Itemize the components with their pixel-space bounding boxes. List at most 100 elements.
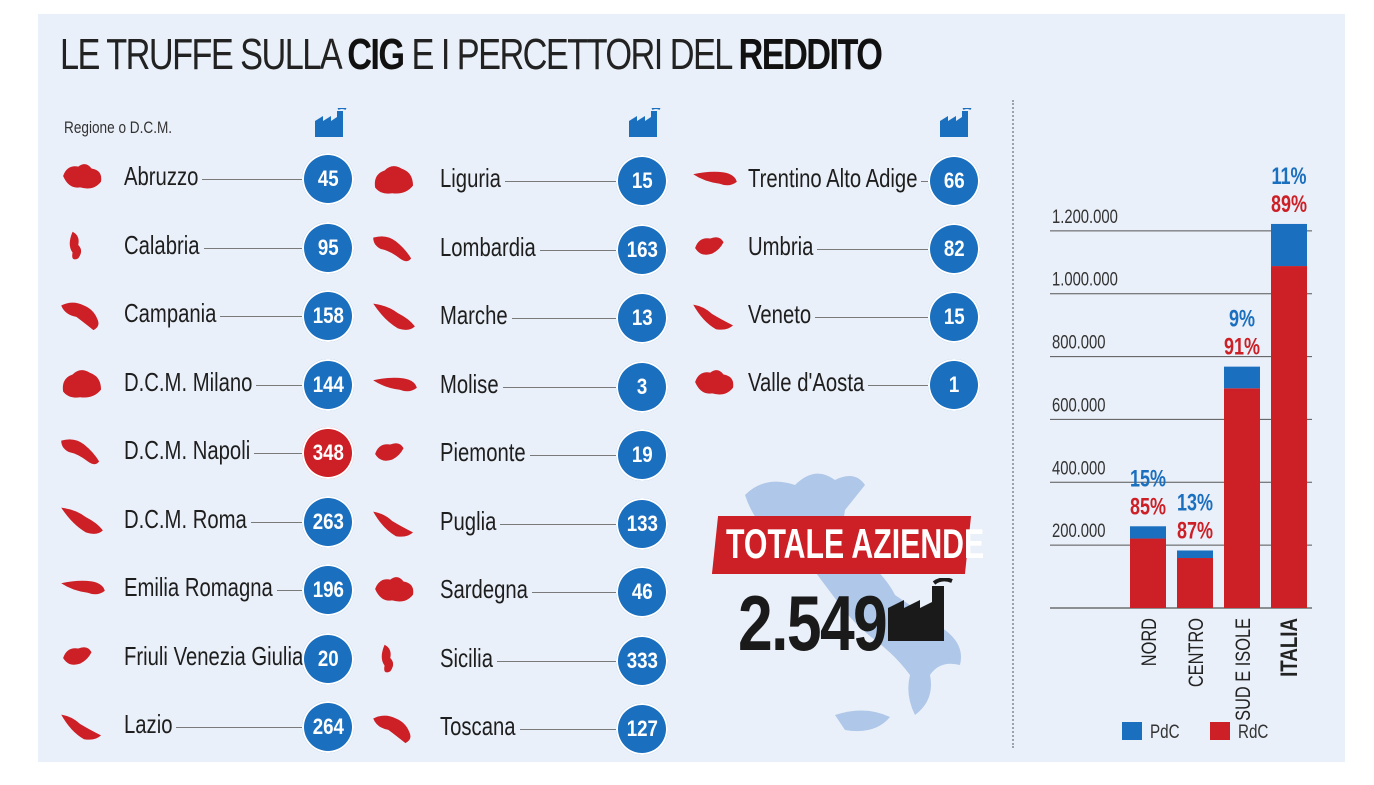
y-tick-label: 800.000 (1052, 332, 1106, 353)
region-map-icon (63, 164, 102, 189)
legend-label-pdc: PdC (1150, 720, 1180, 742)
region-name: D.C.M. Napoli (124, 435, 251, 465)
leader-line (202, 179, 302, 180)
region-count-badge: 144 (302, 358, 354, 411)
legend-label-rdc: RdC (1238, 720, 1268, 742)
bar-pdc (1224, 366, 1260, 389)
region-name: Abruzzo (124, 161, 199, 191)
region-map-icon (373, 303, 415, 330)
region-count-badge: 15 (928, 291, 980, 343)
y-tick-label: 400.000 (1052, 458, 1106, 479)
leader-line (502, 386, 616, 388)
region-count-badge: 19 (616, 429, 668, 481)
totale-value: 2.549 (738, 579, 888, 667)
leader-line (220, 316, 302, 317)
region-count-badge: 158 (302, 290, 354, 342)
region-map-icon (373, 377, 417, 391)
region-count-badge: 127 (616, 703, 668, 755)
region-map-icon (373, 511, 413, 537)
region-name: Sicilia (440, 642, 493, 673)
region-map-icon (61, 302, 99, 331)
region-name: Lazio (124, 709, 173, 739)
leader-line (504, 181, 616, 182)
region-map-icon (373, 715, 411, 744)
region-map-icon (61, 507, 103, 534)
leader-line (256, 384, 302, 386)
region-map-icon (693, 171, 737, 186)
x-tick-label: CENTRO (1184, 618, 1207, 687)
region-row: Sicilia 333 (370, 634, 672, 687)
region-map-icon (375, 443, 404, 461)
region-row: Sardegna 46 (370, 566, 672, 618)
region-name: Veneto (748, 299, 812, 329)
leader-line (519, 729, 616, 730)
bar-chart: 200.000 400.000 600.000 800.000 1.000.000 1.2… (1050, 164, 1312, 742)
region-row: Umbria 82 (690, 223, 984, 275)
region-name: Piemonte (440, 437, 526, 467)
region-row: Abruzzo 45 (58, 153, 358, 205)
factory-icon (315, 108, 347, 137)
region-name: Sardegna (440, 574, 528, 604)
region-count-badge: 46 (616, 566, 668, 618)
region-row: D.C.M. Napoli 348 (58, 427, 358, 479)
region-row: D.C.M. Roma 263 (58, 495, 358, 548)
y-tick-label: 600.000 (1052, 395, 1106, 416)
region-map-icon (374, 166, 413, 194)
region-map-icon (61, 439, 100, 465)
region-row: Marche 13 (370, 292, 672, 344)
pct-label-pdc: 9% (1229, 306, 1255, 332)
region-name: Valle d'Aosta (748, 367, 865, 397)
region-row: Molise 3 (370, 360, 672, 413)
region-map-icon (69, 231, 82, 259)
infographic-panel (38, 14, 1345, 762)
bar-rdc (1271, 266, 1307, 608)
region-map-icon (695, 370, 734, 395)
section-divider (1012, 100, 1014, 748)
region-name: Marche (440, 300, 508, 330)
page-title: LE TRUFFE SULLA CIG E I PERCETTORI DEL R… (60, 30, 883, 79)
region-row: Trentino Alto Adige 66 (690, 155, 984, 207)
region-row: Liguria 15 (370, 155, 672, 207)
region-count-badge: 1 (928, 359, 980, 411)
bar-rdc (1224, 388, 1260, 608)
region-count-badge: 66 (928, 155, 980, 207)
region-row: Calabria 95 (58, 221, 358, 274)
region-map-icon (63, 646, 92, 665)
leader-line (500, 523, 616, 525)
region-name: Lombardia (440, 231, 536, 262)
region-count-badge: 82 (928, 223, 980, 275)
region-count-badge: 13 (616, 292, 668, 344)
pct-label-rdc: 89% (1271, 192, 1307, 218)
leader-line (815, 317, 928, 318)
region-count-badge: 333 (616, 634, 668, 687)
leader-line (511, 318, 616, 319)
region-row: Valle d'Aosta 1 (690, 359, 984, 411)
region-name: Molise (440, 368, 499, 399)
leader-line (250, 521, 302, 523)
region-count-badge: 196 (302, 564, 354, 616)
region-map-icon (62, 369, 101, 398)
region-row: Friuli Venezia Giulia 20 (58, 632, 358, 685)
bar-rdc (1177, 558, 1213, 608)
pct-label-rdc: 87% (1177, 518, 1213, 544)
pct-label-pdc: 13% (1177, 490, 1213, 516)
x-tick-label: SUD E ISOLE (1231, 618, 1254, 721)
leader-line (817, 249, 928, 250)
region-map-icon (61, 580, 105, 595)
leader-line (496, 660, 616, 662)
pct-label-pdc: 15% (1130, 466, 1166, 492)
region-map-icon (695, 237, 724, 255)
region-name: Calabria (124, 229, 200, 260)
y-tick-label: 1.200.000 (1052, 206, 1118, 227)
factory-icon (940, 108, 972, 137)
region-count-badge: 263 (302, 495, 354, 548)
region-name: D.C.M. Roma (124, 503, 247, 534)
region-row: Lazio 264 (58, 701, 358, 753)
region-count-badge: 20 (302, 632, 354, 685)
region-row: Veneto 15 (690, 291, 984, 343)
region-count-badge: 3 (616, 360, 668, 413)
region-row: Emilia Romagna 196 (58, 564, 358, 616)
region-map-icon (373, 235, 412, 261)
bar-rdc (1130, 538, 1166, 608)
region-name: D.C.M. Milano (124, 366, 253, 397)
